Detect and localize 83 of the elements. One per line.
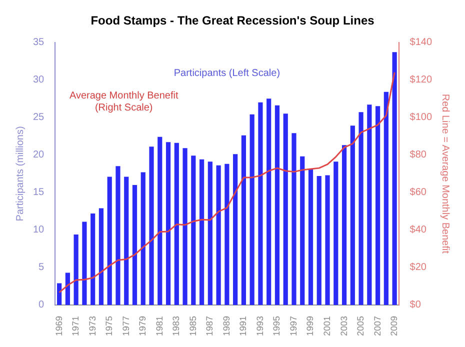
bar — [300, 156, 305, 305]
x-tick-label: 1975 — [104, 316, 114, 336]
x-tick-label: 2001 — [322, 316, 332, 336]
y-tick-label: 25 — [33, 112, 45, 124]
bar — [308, 168, 314, 305]
bar — [208, 162, 212, 305]
bar — [334, 162, 338, 305]
x-tick-label: 1973 — [87, 316, 98, 336]
x-tick-label: 1979 — [138, 316, 148, 336]
bar — [57, 283, 62, 305]
bar — [392, 52, 397, 305]
bar — [182, 148, 188, 305]
bar — [292, 133, 296, 305]
x-tick-label: 2005 — [356, 316, 366, 336]
x-tick-label: 1993 — [254, 316, 265, 336]
x-tick-label: 1983 — [171, 316, 182, 336]
bar — [367, 104, 372, 305]
x-tick-label: 1985 — [188, 316, 198, 336]
y2-tick-label: $120 — [410, 74, 432, 86]
y-tick-label: 30 — [33, 74, 45, 86]
y2-tick-label: $20 — [410, 262, 427, 274]
bar — [233, 154, 238, 305]
bar — [241, 135, 246, 305]
y2-tick-label: $40 — [410, 224, 427, 236]
bar — [191, 156, 196, 305]
bar — [375, 106, 380, 305]
x-tick-label: 1989 — [221, 316, 232, 336]
bar — [283, 114, 288, 305]
bar — [166, 142, 171, 305]
bar — [274, 105, 280, 305]
bar — [266, 98, 272, 305]
bar — [174, 142, 179, 305]
bar — [140, 172, 146, 305]
bar — [158, 136, 162, 305]
bar — [342, 145, 347, 305]
annotation: Participants (Left Scale) — [174, 68, 280, 80]
y2-tick-label: $140 — [410, 37, 432, 48]
y-tick-label: 5 — [38, 262, 45, 274]
x-tick-label: 1981 — [154, 316, 164, 336]
y2-tick-label: $100 — [410, 112, 432, 124]
bar — [224, 164, 230, 305]
x-tick-label: 1997 — [288, 316, 298, 336]
bar — [65, 272, 70, 305]
y2-tick-label: $60 — [410, 187, 427, 198]
x-tick-label: 2003 — [338, 316, 349, 336]
bar — [258, 102, 263, 305]
bar — [199, 159, 204, 305]
chart-title: Food Stamps - The Great Recession's Soup Lines — [90, 14, 375, 28]
x-tick-label: 2007 — [372, 316, 382, 336]
y2-tick-label: $0 — [410, 300, 422, 311]
bar — [90, 213, 96, 305]
y-tick-label: 10 — [33, 224, 45, 236]
bar — [124, 176, 129, 305]
bar — [216, 165, 221, 305]
bar — [350, 126, 355, 305]
x-tick-label: 1969 — [54, 316, 64, 336]
x-tick-label: 1971 — [70, 316, 81, 336]
bar — [149, 146, 154, 305]
y-tick-label: 15 — [33, 187, 45, 198]
bar — [316, 176, 322, 305]
y-tick-label: 0 — [38, 300, 45, 311]
bar — [98, 208, 104, 305]
x-tick-label: 1999 — [305, 316, 316, 336]
bar — [132, 184, 138, 305]
bar — [250, 114, 254, 305]
bar — [358, 112, 364, 305]
x-tick-label: 2009 — [389, 316, 400, 336]
x-tick-label: 1995 — [272, 316, 282, 336]
x-tick-label: 1977 — [120, 316, 131, 336]
annotation: Average Monthly Benefit (Right Scale) — [69, 90, 178, 114]
bar — [116, 166, 120, 305]
bar — [74, 234, 78, 305]
bar — [325, 175, 330, 305]
y-tick-label: 20 — [33, 150, 45, 161]
y2-axis-title: Red Line = Average Monthly Benefit — [439, 94, 450, 254]
y-tick-label: 35 — [33, 37, 45, 48]
x-tick-label: 1987 — [204, 316, 215, 336]
y2-tick-label: $80 — [410, 150, 427, 161]
bar — [82, 222, 87, 305]
y-axis-title: Participants (millions) — [14, 126, 26, 222]
x-tick-label: 1991 — [238, 316, 248, 336]
bar — [384, 92, 388, 305]
bar — [107, 176, 112, 305]
